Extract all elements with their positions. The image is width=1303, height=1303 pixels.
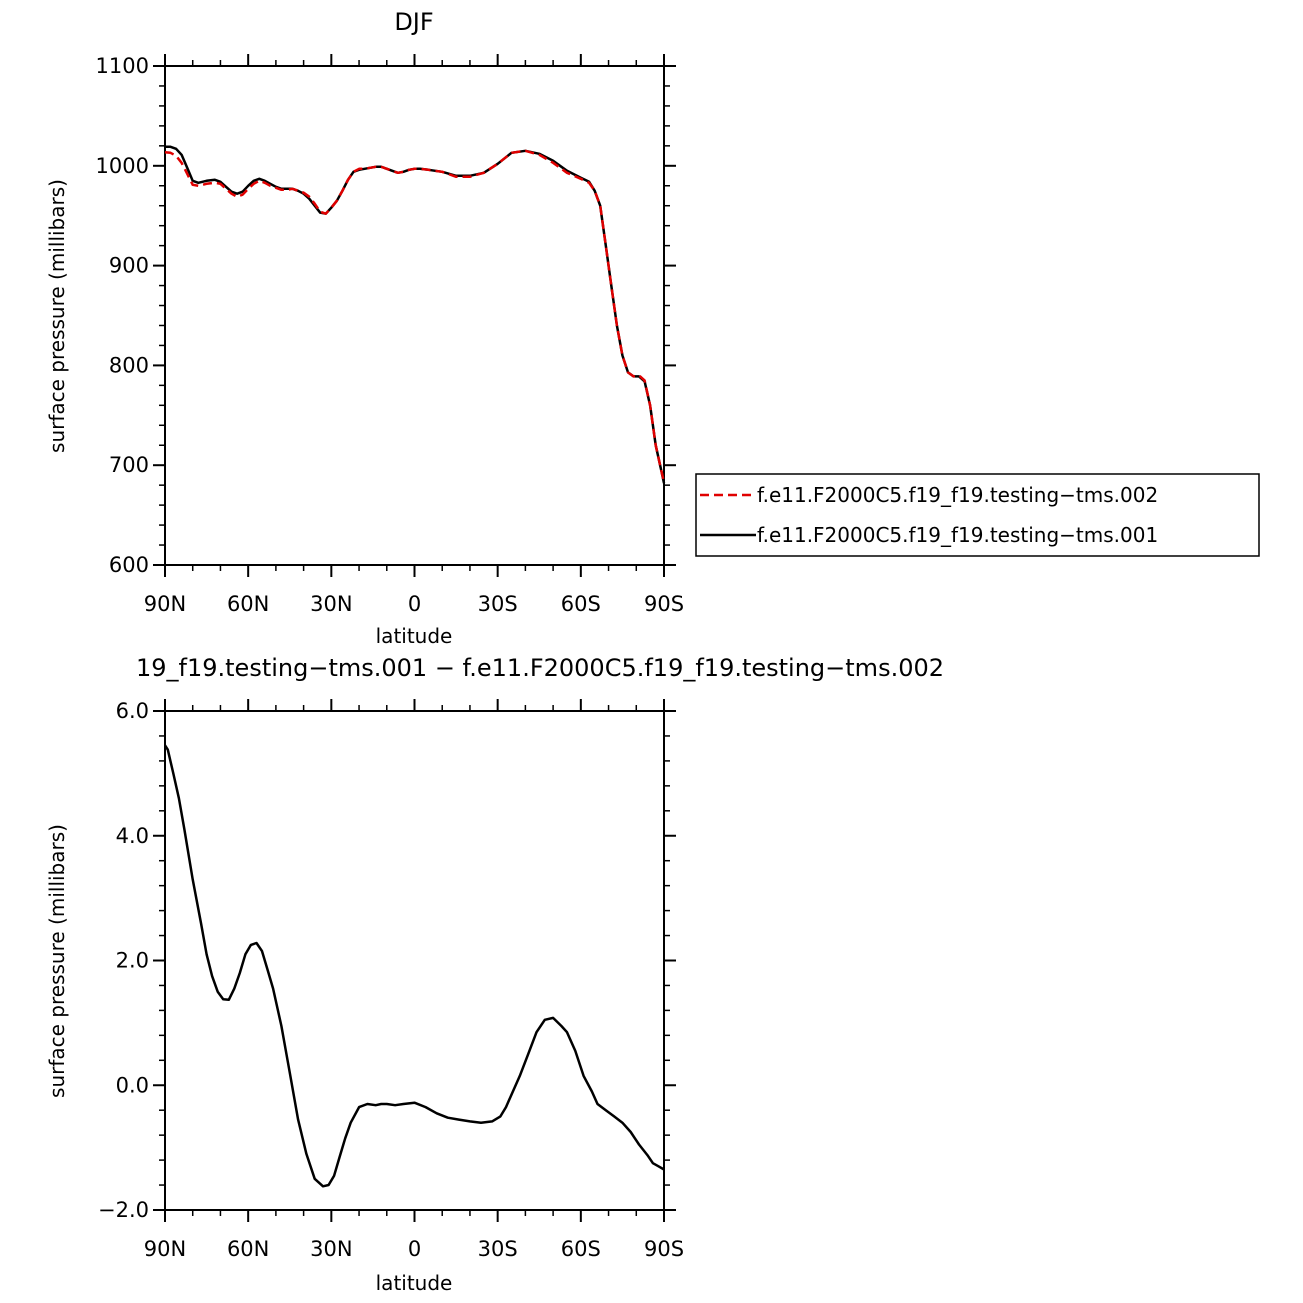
x-tick-labels: 90N 60N 30N 0 30S 60S 90S xyxy=(144,592,684,616)
y-tick-label: 600 xyxy=(109,553,149,577)
x-tick-label: 30N xyxy=(310,592,352,616)
y-tick-label: 2.0 xyxy=(116,949,149,973)
x-tick-label: 60S xyxy=(561,592,601,616)
legend-box xyxy=(695,473,1260,557)
legend: f.e11.F2000C5.f19_f19.testing−tms.002 f.… xyxy=(695,473,1260,557)
x-axis-label: latitude xyxy=(376,624,453,648)
y-tick-label: 1000 xyxy=(96,154,149,178)
y-tick-label: 0.0 xyxy=(116,1073,149,1097)
x-tick-label: 0 xyxy=(408,1237,421,1261)
legend-entry-label: f.e11.F2000C5.f19_f19.testing−tms.001 xyxy=(757,523,1158,547)
series-line xyxy=(165,145,666,484)
plot-frame xyxy=(164,710,665,1211)
y-tick-label: 900 xyxy=(109,254,149,278)
x-tick-label: 90N xyxy=(144,592,186,616)
difference-chart: 19_f19.testing−tms.001 − f.e11.F2000C5.f… xyxy=(45,654,944,1295)
y-tick-labels: 600 700 800 900 1000 1100 xyxy=(96,54,149,577)
x-tick-label: 0 xyxy=(408,592,421,616)
x-tick-label: 90S xyxy=(644,1237,684,1261)
series-line xyxy=(163,744,665,1188)
series-lines xyxy=(163,744,665,1188)
y-tick-label: 1100 xyxy=(96,54,149,78)
chart-title: 19_f19.testing−tms.001 − f.e11.F2000C5.f… xyxy=(136,654,944,682)
y-axis-label: surface pressure (millibars) xyxy=(45,824,69,1098)
x-tick-label: 90S xyxy=(644,592,684,616)
x-tick-label: 90N xyxy=(144,1237,186,1261)
x-tick-label: 60N xyxy=(227,1237,269,1261)
y-tick-label: 800 xyxy=(109,353,149,377)
y-tick-label: 6.0 xyxy=(116,699,149,723)
x-tick-label: 60N xyxy=(227,592,269,616)
y-axis-label: surface pressure (millibars) xyxy=(45,179,69,453)
tick-marks xyxy=(153,54,676,577)
x-tick-label: 30S xyxy=(478,1237,518,1261)
y-tick-labels: −2.0 0.0 2.0 4.0 6.0 xyxy=(98,699,149,1222)
axes-frame xyxy=(164,710,665,1211)
x-tick-label: 30N xyxy=(310,1237,352,1261)
x-tick-labels: 90N 60N 30N 0 30S 60S 90S xyxy=(144,1237,684,1261)
y-tick-label: −2.0 xyxy=(98,1198,149,1222)
chart-title: DJF xyxy=(394,8,433,36)
pressure-chart: DJF 90N 60N 30N 0 30S 60S 90S 600 700 800 900 1000… xyxy=(45,8,684,648)
plot-frame xyxy=(164,65,665,566)
series-line xyxy=(164,149,666,483)
series-lines xyxy=(164,145,666,484)
legend-entry-label: f.e11.F2000C5.f19_f19.testing−tms.002 xyxy=(757,483,1158,507)
axes-frame xyxy=(164,65,665,566)
tick-marks xyxy=(153,699,676,1222)
y-tick-label: 4.0 xyxy=(116,824,149,848)
y-tick-label: 700 xyxy=(109,453,149,477)
x-tick-label: 30S xyxy=(478,592,518,616)
x-tick-label: 60S xyxy=(561,1237,601,1261)
x-axis-label: latitude xyxy=(376,1271,453,1295)
